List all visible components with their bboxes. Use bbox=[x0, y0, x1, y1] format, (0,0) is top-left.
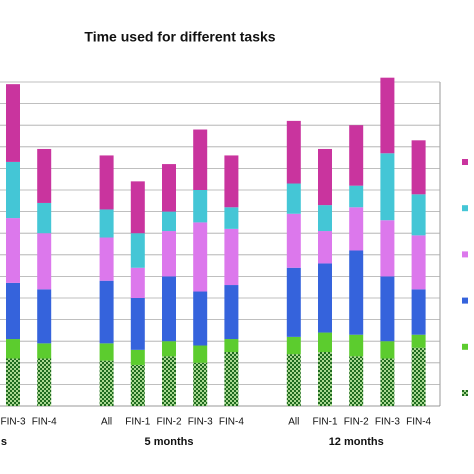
bar-segment bbox=[224, 285, 239, 340]
bar-segment bbox=[130, 233, 145, 268]
bar-segment bbox=[6, 282, 20, 340]
bar-segment bbox=[99, 209, 114, 238]
bar-segment bbox=[99, 360, 114, 406]
bar-segment bbox=[286, 120, 301, 184]
bar-segment bbox=[380, 153, 395, 221]
legend-swatch bbox=[462, 251, 468, 258]
x-tick-label: All bbox=[288, 417, 299, 428]
bar-segment bbox=[411, 347, 426, 406]
legend-swatch bbox=[462, 205, 468, 212]
bar-segment bbox=[380, 276, 395, 342]
bar-segment bbox=[193, 129, 208, 190]
x-tick-label: FIN-4 bbox=[219, 417, 244, 428]
bar-segment bbox=[162, 231, 176, 277]
bar-segment bbox=[6, 218, 20, 283]
bar-segment bbox=[318, 231, 332, 264]
bar-segment bbox=[380, 341, 395, 359]
bar-segment bbox=[99, 280, 114, 344]
chart-title: Time used for different tasks bbox=[84, 29, 275, 45]
bar-segment bbox=[380, 358, 395, 406]
bar-segment bbox=[6, 84, 20, 162]
bar-segment bbox=[411, 140, 426, 195]
bar-segment bbox=[162, 211, 176, 232]
bar-segment bbox=[37, 289, 52, 344]
bar-segment bbox=[130, 364, 145, 406]
bar-segment bbox=[411, 289, 426, 335]
bar-segment bbox=[286, 336, 301, 355]
bar-segment bbox=[349, 356, 364, 406]
bar-segment bbox=[224, 339, 239, 352]
bar-segment bbox=[6, 358, 20, 406]
bar-segment bbox=[318, 205, 332, 232]
legend-swatch bbox=[462, 390, 468, 396]
bar-segment bbox=[130, 298, 145, 350]
x-tick-label: FIN-3 bbox=[188, 417, 213, 428]
bar-segment bbox=[349, 125, 364, 186]
bar-segment bbox=[224, 207, 239, 229]
bar-segment bbox=[380, 220, 395, 277]
bar-segment bbox=[130, 349, 145, 365]
bar-segment bbox=[286, 183, 301, 214]
x-tick-label: All bbox=[101, 417, 112, 428]
bar-segment bbox=[349, 185, 364, 208]
legend-swatch bbox=[462, 297, 468, 304]
bar-segment bbox=[286, 354, 301, 406]
bar-segment bbox=[224, 228, 239, 286]
x-tick-label: FIN-4 bbox=[32, 417, 57, 428]
bar-segment bbox=[37, 343, 52, 359]
bar-segment bbox=[193, 345, 208, 363]
bar-segment bbox=[349, 334, 364, 357]
bar-segment bbox=[130, 181, 145, 234]
bar-segment bbox=[99, 343, 114, 361]
legend-swatch bbox=[462, 343, 468, 350]
bar-segment bbox=[380, 77, 395, 154]
bar-segment bbox=[318, 148, 332, 206]
bar-segment bbox=[224, 155, 239, 208]
x-tick-label: FIN-3 bbox=[375, 417, 400, 428]
bar-segment bbox=[37, 233, 52, 290]
group-label: 12 months bbox=[329, 436, 384, 448]
bar-segment bbox=[318, 352, 332, 406]
bar-segment bbox=[37, 358, 52, 406]
group-label: s bbox=[1, 436, 7, 448]
bar-segment bbox=[318, 263, 332, 333]
group-label: 5 months bbox=[145, 436, 194, 448]
x-tick-label: FIN-2 bbox=[344, 417, 369, 428]
bar-segment bbox=[37, 148, 52, 203]
bar-segment bbox=[37, 202, 52, 234]
x-tick-label: FIN-2 bbox=[157, 417, 182, 428]
bar-segment bbox=[130, 267, 145, 298]
bar-segment bbox=[411, 334, 426, 348]
bar-segment bbox=[224, 352, 239, 406]
bar-segment bbox=[162, 276, 176, 342]
x-tick-label: FIN-3 bbox=[1, 417, 26, 428]
bar-segment bbox=[99, 237, 114, 281]
bar-segment bbox=[6, 161, 20, 219]
bar-segment bbox=[193, 291, 208, 346]
bar-segment bbox=[411, 194, 426, 236]
bar-segment bbox=[349, 250, 364, 335]
bar-segment bbox=[411, 235, 426, 290]
bar-segment bbox=[6, 339, 20, 359]
bar-segment bbox=[318, 332, 332, 352]
bar-segment bbox=[193, 362, 208, 406]
bar-segment bbox=[162, 356, 176, 406]
bar-segment bbox=[193, 190, 208, 223]
bar-segment bbox=[99, 155, 114, 210]
bar-segment bbox=[162, 341, 176, 357]
bar-segment bbox=[193, 222, 208, 292]
x-tick-label: FIN-1 bbox=[125, 417, 150, 428]
x-tick-label: FIN-4 bbox=[406, 417, 431, 428]
legend-swatch bbox=[462, 159, 468, 165]
bar-segment bbox=[162, 164, 176, 212]
bar-segment bbox=[286, 213, 301, 268]
bar-segment bbox=[349, 207, 364, 251]
bar-segment bbox=[286, 267, 301, 337]
x-tick-label: FIN-1 bbox=[313, 417, 338, 428]
